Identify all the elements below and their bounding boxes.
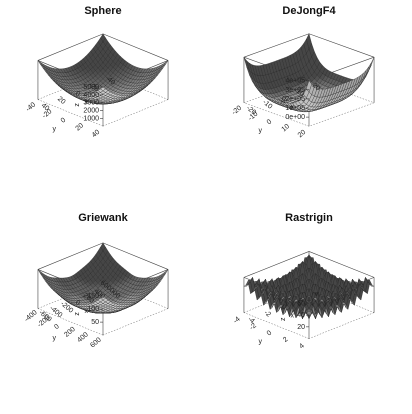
x-axis-label: x (290, 313, 294, 320)
y-tick-label: 10 (281, 123, 292, 133)
x-tick-label: -20 (245, 105, 257, 117)
y-axis-label: y (52, 126, 56, 133)
x-tick-label: -4 (246, 316, 255, 325)
dejong-surface-plot: DeJongF44e+053e+052e+051e+050e+00z20100-… (231, 5, 375, 140)
z-axis: 60 40 20 z (280, 300, 309, 331)
z-tick-label: 40 (297, 312, 305, 319)
z-axis: 150 100 50 z (74, 293, 103, 326)
z-tick-label: 2e+05 (285, 96, 305, 103)
z-tick-label: 20 (297, 324, 305, 331)
plot-title: Rastrigin (285, 212, 333, 224)
x-axis: -20 -10 0 10 20 x (245, 82, 321, 117)
y-tick-label: 20 (297, 129, 308, 139)
y-axis: 420-2-4y (232, 316, 306, 351)
z-axis-label: z (280, 317, 287, 321)
y-tick-label: 0 (266, 329, 274, 337)
y-tick-label: 20 (75, 122, 86, 132)
x-tick-label: 20 (311, 82, 322, 92)
surface-mesh (243, 33, 375, 112)
x-tick-label: 20 (56, 96, 67, 106)
z-tick-label: 3e+05 (285, 87, 305, 94)
x-tick-label: -10 (261, 99, 273, 111)
z-tick-label: 50 (91, 319, 99, 326)
surface-facet (100, 295, 106, 301)
y-tick-label: 600 (89, 336, 103, 349)
sphere-plot-panel: Sphere 5000 4000 3000 2000 1000 z 40 20 0 -20 -40 y 4… (0, 0, 206, 207)
x-tick-label: 40 (40, 102, 51, 112)
x-tick-label: 0 (280, 304, 288, 312)
z-axis-label: z (74, 103, 81, 107)
surface-facet (306, 308, 312, 313)
y-tick-label: -20 (41, 108, 53, 120)
rastrigin-plot-panel: Rastrigin 60 40 20 z 4 2 0 -2 -4 y -4 -2 0 2 4 x (206, 207, 412, 414)
z-axis-label: z (74, 312, 81, 316)
y-tick-label: -4 (232, 316, 241, 325)
z-tick-label: 60 (297, 300, 305, 307)
x-axis-label: x (84, 308, 88, 315)
x-tick-label: 0 (74, 299, 82, 307)
y-tick-label: -400 (23, 309, 38, 323)
plot-title: Griewank (78, 212, 128, 224)
x-axis-label: x (84, 99, 88, 106)
x-axis: -4 -2 024 x (246, 291, 320, 326)
surface-mesh (243, 254, 375, 320)
x-tick-label: 4 (312, 291, 320, 299)
griewank-surface-plot: Griewank15010050z6004002000-200-400y-600… (23, 212, 169, 349)
z-tick-label: 1e+05 (285, 105, 305, 112)
z-tick-label: 0e+00 (285, 114, 305, 121)
x-tick-label: -2 (263, 309, 272, 318)
y-tick-label: 4 (298, 342, 306, 350)
dejong-plot-panel: DeJongF4 4e+05 3e+05 2e+05 1e+05 0e+00 z 20 10 0-… (206, 0, 412, 207)
z-axis-label: z (280, 99, 287, 103)
x-tick-label: -40 (104, 75, 116, 87)
z-tick-label: 4000 (83, 92, 99, 99)
y-tick-label: 400 (76, 331, 90, 344)
y-tick-label: 40 (91, 129, 102, 139)
plot-title: Sphere (84, 5, 121, 17)
x-axis: 40 20 0 -20 -40 x (40, 75, 116, 113)
surface-facet (100, 86, 106, 91)
y-tick-label: -10 (247, 110, 259, 122)
y-tick-label: 0 (60, 117, 68, 125)
x-tick-label: 0 (280, 95, 288, 103)
surface-mesh (37, 242, 169, 314)
x-tick-label: 0 (74, 90, 82, 98)
plot-title: DeJongF4 (282, 5, 336, 17)
y-tick-label: 2 (282, 336, 290, 344)
x-tick-label: 10 (294, 88, 305, 98)
y-tick-label: 200 (63, 326, 77, 339)
z-tick-label: 150 (87, 293, 99, 300)
y-tick-label: -20 (231, 105, 243, 117)
x-tick-label: 2 (296, 297, 304, 305)
y-axis: 40 20 0 -20 -40 y (25, 101, 101, 139)
z-tick-label: 5000 (83, 84, 99, 91)
y-axis-label: y (258, 339, 262, 346)
y-axis-label: y (258, 128, 262, 135)
x-axis-label: x (290, 104, 294, 111)
z-tick-label: 100 (87, 306, 99, 313)
y-tick-label: -40 (25, 101, 37, 113)
z-tick-label: 4e+05 (285, 78, 305, 85)
y-tick-label: 0 (53, 323, 61, 331)
z-tick-label: 1000 (83, 115, 99, 122)
surface-mesh (37, 33, 169, 105)
z-tick-label: 3000 (83, 100, 99, 107)
y-tick-label: -2 (249, 322, 258, 331)
surface-facet (306, 80, 312, 93)
y-tick-label: 0 (266, 118, 274, 126)
z-tick-label: 2000 (83, 108, 99, 115)
x-tick-label: -20 (88, 82, 100, 94)
griewank-plot-panel: Griewank 150 100 50 z 600 400 200 0 -200 -400 y -600… (0, 207, 206, 414)
sphere-surface-plot: Sphere50004000300020001000z40200-20-40y4… (25, 5, 169, 139)
y-axis-label: y (52, 335, 56, 342)
surface-facet (365, 62, 372, 76)
z-axis: 4e+05 3e+05 2e+05 1e+05 0e+00 z (280, 78, 309, 121)
